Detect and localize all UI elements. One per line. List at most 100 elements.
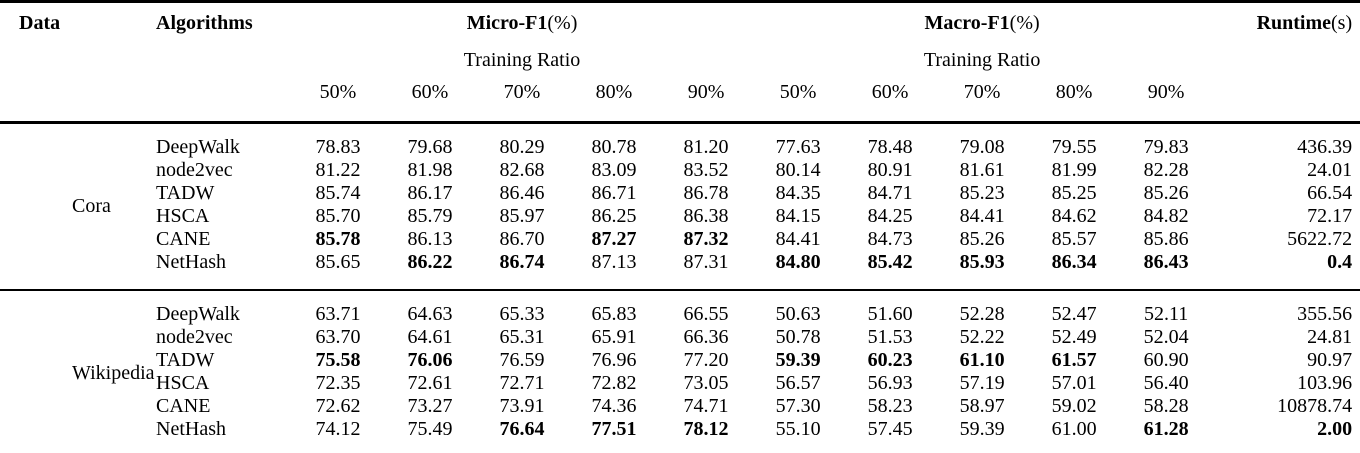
f1-value: 87.32: [683, 228, 729, 250]
f1-value: 61.57: [1051, 349, 1097, 371]
runtime-value: 5622.72: [1287, 228, 1353, 250]
ratio-header: 80%: [1055, 81, 1093, 103]
f1-value: 84.62: [1051, 205, 1097, 227]
f1-value: 85.86: [1143, 228, 1189, 250]
f1-value: 85.79: [407, 205, 453, 227]
algorithm-name: HSCA: [156, 372, 210, 394]
algorithm-name: TADW: [156, 182, 215, 204]
f1-value: 81.61: [959, 159, 1005, 181]
f1-value: 81.22: [315, 159, 361, 181]
f1-value: 85.57: [1051, 228, 1097, 250]
table-row: HSCA 72.35 72.61 72.71 72.82 73.05 56.57 56.93 5…: [0, 372, 1360, 395]
f1-value: 84.80: [775, 251, 821, 273]
f1-value: 79.55: [1051, 136, 1097, 158]
f1-value: 60.23: [867, 349, 913, 371]
f1-value: 66.55: [683, 303, 729, 325]
runtime-value: 0.4: [1327, 251, 1353, 273]
f1-value: 58.28: [1143, 395, 1189, 417]
f1-value: 76.96: [591, 349, 637, 371]
f1-value: 86.46: [499, 182, 545, 204]
f1-value: 52.04: [1143, 326, 1189, 348]
f1-value: 75.49: [407, 418, 453, 440]
table-row: TADW 75.58 76.06 76.59 76.96 77.20 59.39 60.23 6…: [0, 349, 1360, 372]
f1-value: 51.60: [867, 303, 913, 325]
table-row: NetHash 74.12 75.49 76.64 77.51 78.12 55.10 57.…: [0, 418, 1360, 453]
f1-value: 52.49: [1051, 326, 1097, 348]
f1-value: 55.10: [775, 418, 821, 440]
runtime-value: 103.96: [1297, 372, 1353, 394]
f1-value: 80.91: [867, 159, 913, 181]
table-row: Cora DeepWalk 78.83 79.68 80.29 80.78 81.20 77.…: [0, 123, 1360, 217]
runtime-value: 436.39: [1297, 136, 1353, 158]
ratio-header: 60%: [411, 81, 449, 103]
f1-value: 84.15: [775, 205, 821, 227]
f1-value: 73.27: [407, 395, 453, 417]
f1-value: 64.63: [407, 303, 453, 325]
f1-value: 86.34: [1051, 251, 1097, 273]
f1-value: 87.27: [591, 228, 637, 250]
f1-value: 72.71: [499, 372, 545, 394]
ratio-header: 90%: [1147, 81, 1185, 103]
runtime-value: 66.54: [1307, 182, 1353, 204]
f1-value: 84.82: [1143, 205, 1189, 227]
f1-value: 85.25: [1051, 182, 1097, 204]
f1-value: 73.91: [499, 395, 545, 417]
f1-value: 60.90: [1143, 349, 1189, 371]
f1-value: 84.35: [775, 182, 821, 204]
table-row: NetHash 85.65 86.22 86.74 87.13 87.31 84.80 85.…: [0, 251, 1360, 290]
algorithm-name: CANE: [156, 228, 211, 250]
f1-value: 77.51: [591, 418, 637, 440]
table-row: node2vec 81.22 81.98 82.68 83.09 83.52 80.14 80…: [0, 159, 1360, 182]
f1-value: 72.35: [315, 372, 361, 394]
f1-value: 85.26: [959, 228, 1005, 250]
macro-f1-unit: (%): [1009, 11, 1040, 34]
runtime-value: 10878.74: [1277, 395, 1353, 417]
f1-value: 81.99: [1051, 159, 1097, 181]
algorithm-name: node2vec: [156, 326, 233, 348]
training-ratio-row: Training Ratio Training Ratio: [0, 43, 1360, 77]
f1-value: 78.48: [867, 136, 913, 158]
f1-value: 57.19: [959, 372, 1005, 394]
algorithm-name: CANE: [156, 395, 211, 417]
spacer-cell: [1212, 43, 1360, 77]
f1-value: 59.39: [775, 349, 821, 371]
runtime-column-header: Runtime(s): [1212, 2, 1360, 44]
f1-value: 74.71: [683, 395, 729, 417]
algorithm-name: NetHash: [156, 251, 226, 273]
f1-value: 56.40: [1143, 372, 1189, 394]
data-column-header: Data: [19, 11, 61, 34]
runtime-value: 24.81: [1307, 326, 1353, 348]
f1-value: 85.93: [959, 251, 1005, 273]
f1-value: 86.43: [1143, 251, 1189, 273]
f1-value: 79.83: [1143, 136, 1189, 158]
f1-value: 85.42: [867, 251, 913, 273]
f1-value: 65.33: [499, 303, 545, 325]
algorithm-name: node2vec: [156, 159, 233, 181]
dataset-name: Wikipedia: [72, 362, 155, 384]
macro-f1-group-header: Macro-F1(%): [752, 2, 1212, 44]
algorithm-name: NetHash: [156, 418, 226, 440]
f1-value: 82.68: [499, 159, 545, 181]
f1-value: 86.74: [499, 251, 545, 273]
f1-value: 76.64: [499, 418, 545, 440]
algorithm-name: TADW: [156, 349, 215, 371]
table-row: node2vec 63.70 64.61 65.31 65.91 66.36 50.78 51…: [0, 326, 1360, 349]
f1-value: 74.12: [315, 418, 361, 440]
runtime-value: 90.97: [1307, 349, 1353, 371]
f1-value: 85.97: [499, 205, 545, 227]
f1-value: 87.13: [591, 251, 637, 273]
micro-training-ratio-header: Training Ratio: [463, 48, 581, 71]
table-row: Wikipedia DeepWalk 63.71 64.63 65.33 65.83 66.…: [0, 290, 1360, 384]
f1-value: 82.28: [1143, 159, 1189, 181]
f1-value: 65.91: [591, 326, 637, 348]
f1-value: 74.36: [591, 395, 637, 417]
dataset-group: Wikipedia DeepWalk 63.71 64.63 65.33 65.83 66.…: [0, 290, 1360, 453]
dataset-group: Cora DeepWalk 78.83 79.68 80.29 80.78 81.20 77.…: [0, 123, 1360, 291]
column-titles-row: Data Algorithms Micro-F1(%) Macro-F1(%) …: [0, 2, 1360, 44]
ratio-header: 90%: [687, 81, 725, 103]
f1-value: 81.98: [407, 159, 453, 181]
f1-value: 85.23: [959, 182, 1005, 204]
f1-value: 80.14: [775, 159, 821, 181]
f1-value: 75.58: [315, 349, 361, 371]
f1-value: 52.22: [959, 326, 1005, 348]
